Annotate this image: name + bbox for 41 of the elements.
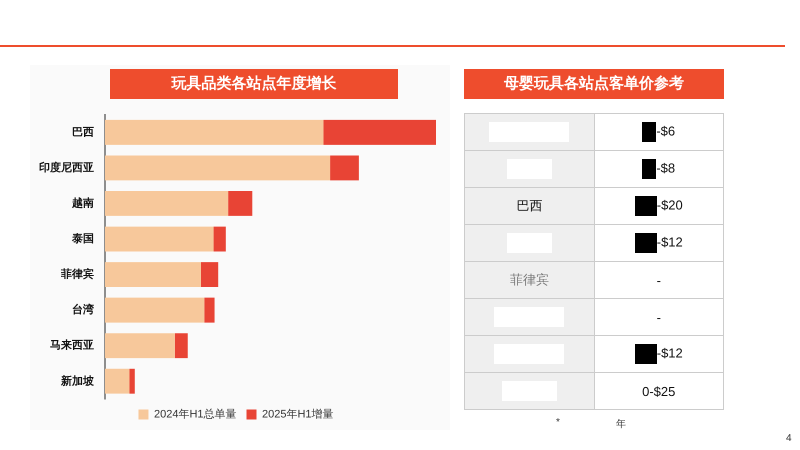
bar [105, 191, 228, 216]
y-tick-label: 印度尼西亚 [39, 160, 94, 174]
text: -$8 [656, 160, 676, 176]
text: -$12 [656, 345, 683, 360]
bar [323, 120, 436, 145]
legend-label: 2025年H1增量 [262, 408, 334, 421]
bar [105, 262, 201, 288]
y-tick-label: 新加坡 [60, 374, 95, 388]
bar [174, 333, 188, 358]
text: 0-$25 [642, 384, 676, 398]
y-tick-label: 越南 [71, 196, 94, 210]
bar [330, 155, 359, 180]
text: - [656, 272, 661, 288]
bar [105, 368, 130, 394]
legend-label: 2024年H1总单量 [154, 408, 237, 421]
bar [204, 298, 215, 323]
text: -$6 [656, 123, 676, 138]
bar [214, 226, 226, 252]
text: - [656, 310, 661, 324]
text: 菲律宾 [510, 272, 549, 287]
y-tick-label: 马来西亚 [50, 338, 94, 352]
text: 母婴玩具各站点客单价参考 [464, 69, 724, 99]
chart-title: 玩具品类各站点年度增长 [110, 69, 398, 99]
bar [105, 120, 324, 145]
text: * [556, 417, 560, 428]
y-tick-label: 菲律宾 [60, 268, 94, 281]
bar [105, 333, 175, 358]
text: 4 [786, 433, 792, 444]
text: -$12 [656, 234, 683, 250]
bar [105, 226, 214, 252]
y-tick-label: 巴西 [72, 126, 94, 138]
bar [105, 298, 204, 323]
bar [105, 155, 330, 180]
text: -$20 [656, 197, 683, 212]
bar [228, 191, 252, 216]
bar [200, 262, 218, 288]
y-tick-label: 台湾 [72, 303, 95, 316]
text: 年 [616, 418, 626, 431]
text: 巴西 [516, 198, 542, 213]
bar [129, 368, 135, 394]
y-tick-label: 泰国 [71, 233, 94, 246]
